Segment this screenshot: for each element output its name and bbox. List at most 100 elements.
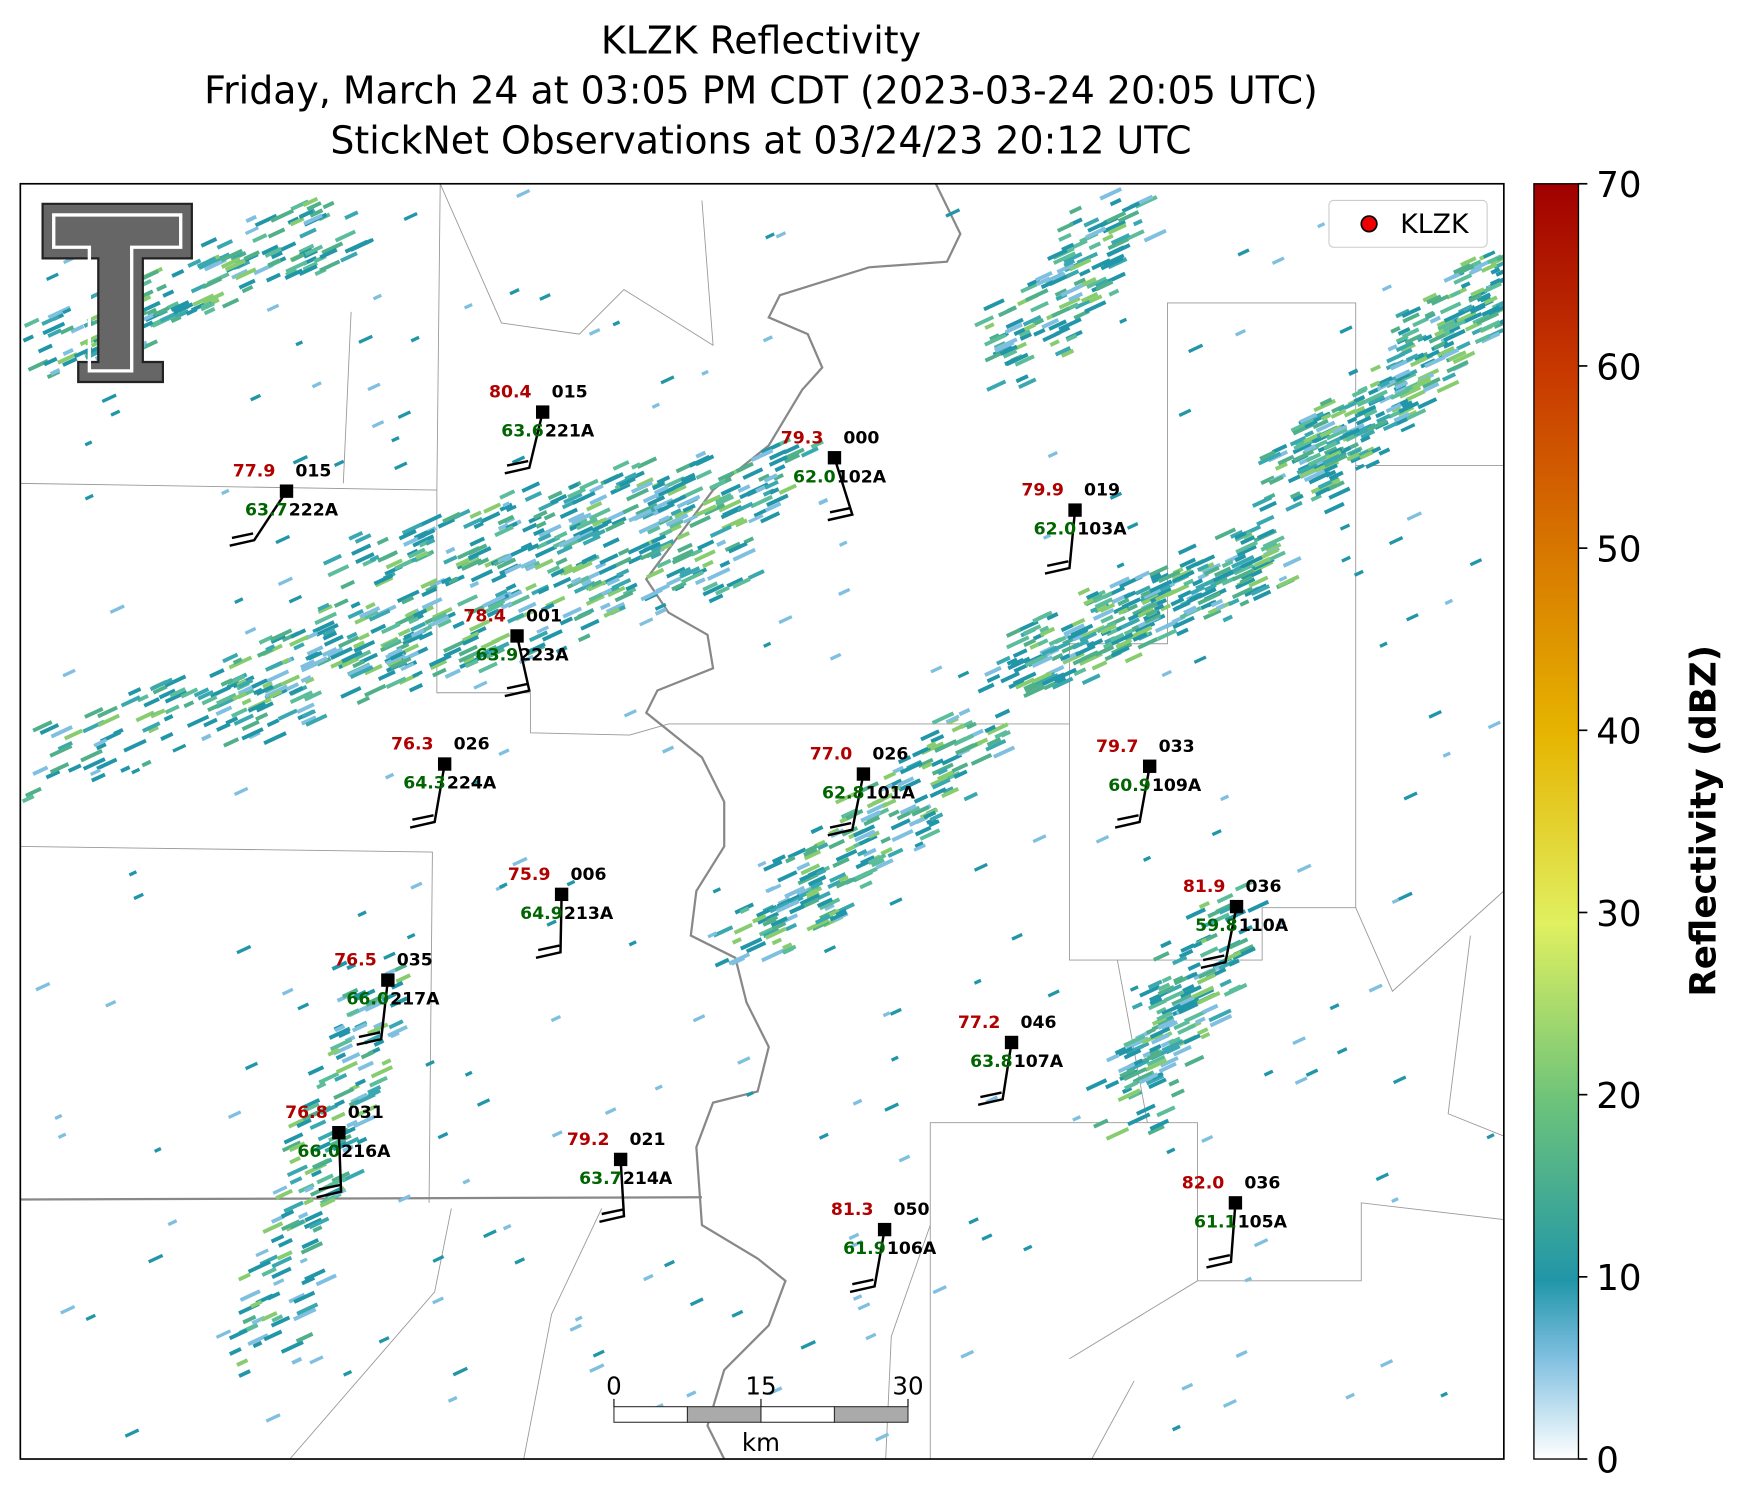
radar-echo [1032, 318, 1045, 327]
radar-echo [896, 811, 911, 821]
radar-echo [865, 829, 876, 838]
radar-echo [1223, 950, 1242, 962]
wind-barb [827, 773, 865, 837]
radar-echo [1114, 1046, 1127, 1056]
radar-echo [1145, 609, 1157, 618]
radar-echo [852, 1098, 863, 1106]
radar-echo [1116, 562, 1125, 569]
radar-echo [845, 844, 856, 853]
radar-echo [1347, 416, 1358, 425]
radar-echo [277, 576, 294, 587]
wind-direction: 046 [1020, 1013, 1056, 1033]
radar-echo [1428, 333, 1446, 344]
radar-echo [897, 776, 915, 788]
radar-echo [783, 443, 800, 455]
radar-echo [781, 944, 797, 955]
wind-barb [599, 1159, 626, 1223]
radar-echo [638, 541, 661, 555]
radar-echo [410, 335, 420, 343]
radar-echo [225, 716, 239, 726]
wind-direction: 036 [1244, 1173, 1280, 1193]
radar-echo [1017, 619, 1039, 633]
radar-echo [718, 499, 742, 513]
radar-echo [1260, 475, 1275, 486]
radar-echo [1317, 222, 1326, 229]
radar-echo [97, 713, 120, 727]
radar-echo [834, 791, 857, 805]
tick-label: 40 [1596, 712, 1641, 753]
radar-echo [1048, 273, 1071, 287]
radar-echo [1329, 1003, 1340, 1011]
radar-echo [1292, 449, 1315, 463]
radar-echo [973, 862, 988, 872]
radar-echo [1032, 834, 1047, 844]
radar-echo [555, 557, 568, 566]
radar-echo [1066, 302, 1079, 311]
radar-echo [1157, 1018, 1176, 1030]
radar-echo [410, 628, 425, 638]
radar-echo [1353, 569, 1364, 577]
radar-echo [733, 922, 753, 935]
radar-echo [1088, 241, 1102, 251]
radar-echo [835, 908, 847, 917]
radar-echo [1143, 228, 1167, 243]
radar-echo [1380, 1359, 1394, 1368]
radar-echo [1375, 1172, 1390, 1182]
radar-echo [1357, 404, 1377, 417]
radar-echo [1022, 314, 1042, 327]
radar-echo [241, 719, 260, 732]
radar-echo [1092, 607, 1115, 621]
radar-echo [507, 594, 531, 608]
radar-echo [1235, 1349, 1248, 1358]
radar-echo [1086, 276, 1108, 290]
radar-echo [919, 828, 941, 841]
radar-echo [288, 686, 304, 696]
radar-echo [227, 1110, 242, 1119]
radar-echo [984, 724, 997, 734]
radar-echo [1107, 237, 1129, 251]
temperature: 79.2 [567, 1130, 610, 1150]
radar-echo [1156, 1105, 1176, 1118]
radar-echo [514, 1257, 526, 1265]
radar-echo [427, 615, 450, 629]
radar-echo [1406, 511, 1422, 521]
radar-echo [1330, 408, 1347, 419]
radar-echo [350, 601, 361, 609]
radar-echo [860, 810, 881, 823]
radar-echo [1068, 205, 1083, 215]
radar-echo [470, 779, 480, 787]
radar-echo [300, 675, 312, 684]
radar-echo [694, 577, 706, 586]
radar-echo [1320, 413, 1331, 421]
radar-echo [172, 743, 187, 753]
radar-echo [1156, 1010, 1173, 1022]
radar-echo [113, 727, 124, 736]
radar-echo [1200, 1032, 1211, 1040]
radar-echo [712, 887, 722, 894]
logo [41, 202, 193, 384]
radar-echo [897, 755, 912, 765]
radar-echo [603, 607, 621, 618]
radar-echo [558, 534, 582, 548]
radar-echo [1132, 632, 1148, 642]
radar-echo [444, 668, 461, 679]
radar-echo [1453, 273, 1473, 285]
radar-echo [1015, 677, 1035, 690]
radar-echo [1068, 291, 1084, 302]
station-marker [437, 757, 452, 771]
temperature: 79.9 [1021, 481, 1064, 501]
radar-echo [1399, 347, 1413, 357]
radar-echo [1158, 1061, 1177, 1074]
radar-echo [1332, 424, 1348, 435]
radar-echo [318, 1071, 340, 1085]
radar-echo [1305, 452, 1322, 463]
radar-echo [1177, 589, 1192, 600]
wind-barb [977, 1042, 1013, 1107]
radar-echo [255, 712, 269, 722]
radar-echo [1149, 579, 1173, 593]
radar-echo [1132, 629, 1146, 639]
radar-echo [1147, 1124, 1165, 1136]
radar-echo [628, 508, 653, 523]
radar-echo [728, 952, 751, 966]
radar-echo [525, 582, 537, 592]
